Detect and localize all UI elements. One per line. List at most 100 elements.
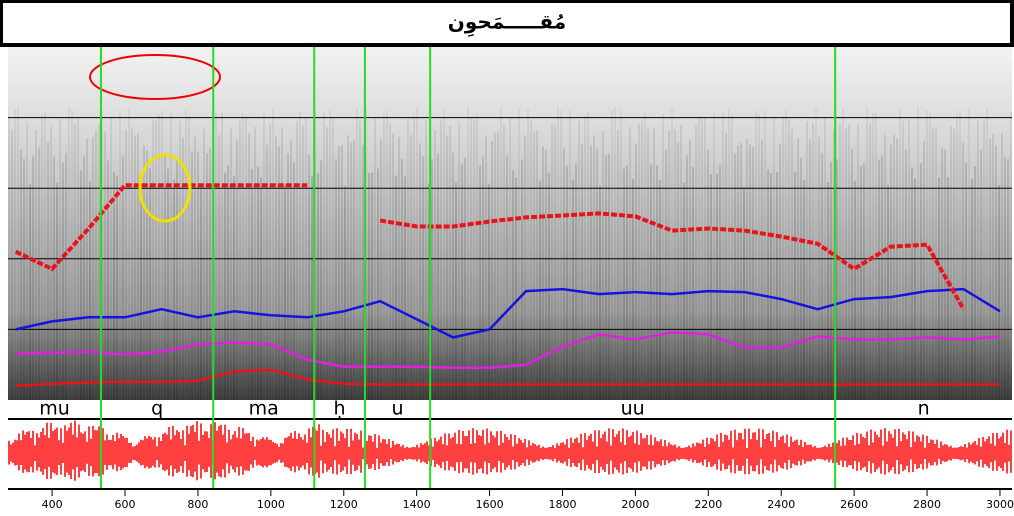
texture-stripe bbox=[740, 142, 742, 400]
texture-stripe bbox=[614, 107, 616, 401]
texture-stripe bbox=[995, 145, 997, 400]
formant-line bbox=[14, 183, 966, 311]
texture-stripe bbox=[254, 126, 256, 401]
texture-stripe bbox=[866, 107, 868, 401]
texture-stripe bbox=[767, 169, 769, 400]
texture-stripe bbox=[821, 152, 823, 400]
texture-stripe bbox=[227, 165, 229, 400]
texture-stripe bbox=[920, 163, 922, 400]
texture-stripe bbox=[62, 162, 64, 400]
texture-stripe bbox=[317, 173, 319, 400]
texture-stripe bbox=[680, 124, 682, 401]
texture-stripe bbox=[236, 139, 238, 401]
texture-stripe bbox=[143, 145, 145, 400]
texture-stripe bbox=[14, 109, 16, 400]
texture-stripe bbox=[50, 126, 52, 401]
texture-stripe bbox=[671, 107, 673, 400]
texture-stripe bbox=[566, 165, 568, 400]
texture-stripe bbox=[668, 130, 670, 400]
texture-stripe bbox=[221, 111, 223, 400]
texture-stripe bbox=[146, 150, 148, 400]
texture-stripe bbox=[32, 156, 34, 400]
texture-stripe bbox=[449, 125, 451, 400]
texture-stripe bbox=[389, 123, 391, 401]
texture-stripe bbox=[443, 108, 445, 401]
annotation-ellipse bbox=[89, 54, 221, 100]
texture-stripe bbox=[53, 156, 55, 400]
texture-stripe bbox=[545, 149, 547, 400]
boundaries bbox=[99, 47, 837, 488]
texture-stripe bbox=[653, 128, 655, 400]
texture-stripe bbox=[395, 175, 397, 400]
texture-stripe bbox=[68, 107, 70, 400]
texture-stripe bbox=[794, 171, 796, 400]
texture-stripe bbox=[620, 110, 622, 401]
x-tick-label: 1200 bbox=[330, 498, 358, 511]
texture-stripe bbox=[122, 155, 124, 400]
texture-stripe bbox=[47, 142, 49, 400]
texture-stripe bbox=[569, 110, 571, 401]
texture-stripe bbox=[689, 139, 691, 400]
texture-stripe bbox=[359, 120, 361, 400]
texture-stripe bbox=[908, 119, 910, 401]
segment-label: u bbox=[392, 398, 404, 420]
texture-stripe bbox=[851, 148, 853, 400]
texture-stripe bbox=[176, 159, 178, 400]
texture-stripe bbox=[791, 129, 793, 400]
texture-stripe bbox=[989, 138, 991, 400]
segment-label: q bbox=[151, 398, 163, 420]
texture-stripe bbox=[278, 145, 280, 400]
texture-stripe bbox=[752, 146, 754, 400]
texture-stripe bbox=[437, 153, 439, 400]
texture-stripe bbox=[200, 185, 202, 400]
texture-stripe bbox=[518, 108, 520, 401]
texture-stripe bbox=[350, 142, 352, 400]
segment-label: uu bbox=[621, 398, 645, 420]
texture-stripe bbox=[785, 110, 787, 400]
texture-stripe bbox=[713, 113, 715, 400]
texture-stripe bbox=[356, 108, 358, 400]
texture-stripe bbox=[557, 107, 559, 400]
texture-stripe bbox=[140, 183, 142, 400]
texture-stripe bbox=[335, 159, 337, 400]
texture-stripe bbox=[659, 179, 661, 400]
texture-stripe bbox=[251, 168, 253, 400]
texture-stripe bbox=[749, 144, 751, 400]
texture-stripe bbox=[512, 170, 514, 400]
chart-title: مُقـــــمَحوِن bbox=[448, 10, 566, 37]
texture-stripe bbox=[914, 178, 916, 400]
texture-stripe bbox=[953, 128, 955, 401]
texture-stripe bbox=[917, 107, 919, 400]
texture-stripe bbox=[41, 115, 43, 400]
x-tick-label: 1400 bbox=[403, 498, 431, 511]
texture-stripe bbox=[152, 119, 154, 400]
texture-stripe bbox=[716, 173, 718, 400]
texture-stripe bbox=[44, 112, 46, 401]
segment-labels: mu q ma ḥ u uu n bbox=[39, 398, 929, 420]
texture-stripe bbox=[179, 120, 181, 401]
texture-stripe bbox=[425, 119, 427, 400]
texture-stripe bbox=[782, 116, 784, 400]
texture-stripe bbox=[242, 113, 244, 400]
texture-stripe bbox=[473, 119, 475, 400]
texture-stripe bbox=[836, 159, 838, 400]
texture-stripe bbox=[482, 156, 484, 400]
texture-stripe bbox=[344, 186, 346, 400]
texture-stripe bbox=[947, 176, 949, 400]
texture-stripe bbox=[167, 168, 169, 400]
texture-stripe bbox=[329, 110, 331, 400]
texture-stripe bbox=[272, 107, 274, 400]
texture-stripe bbox=[467, 107, 469, 401]
texture-stripe bbox=[299, 111, 301, 400]
texture-stripe bbox=[23, 158, 25, 400]
texture-stripe bbox=[233, 176, 235, 400]
texture-stripe bbox=[899, 109, 901, 400]
texture-stripe bbox=[119, 110, 121, 400]
segment-row bbox=[8, 400, 1012, 418]
texture-stripe bbox=[80, 169, 82, 400]
texture-stripe bbox=[428, 183, 430, 400]
texture-stripe bbox=[263, 112, 265, 400]
texture-stripe bbox=[260, 177, 262, 400]
texture-stripe bbox=[308, 154, 310, 400]
texture-stripe bbox=[125, 130, 127, 400]
